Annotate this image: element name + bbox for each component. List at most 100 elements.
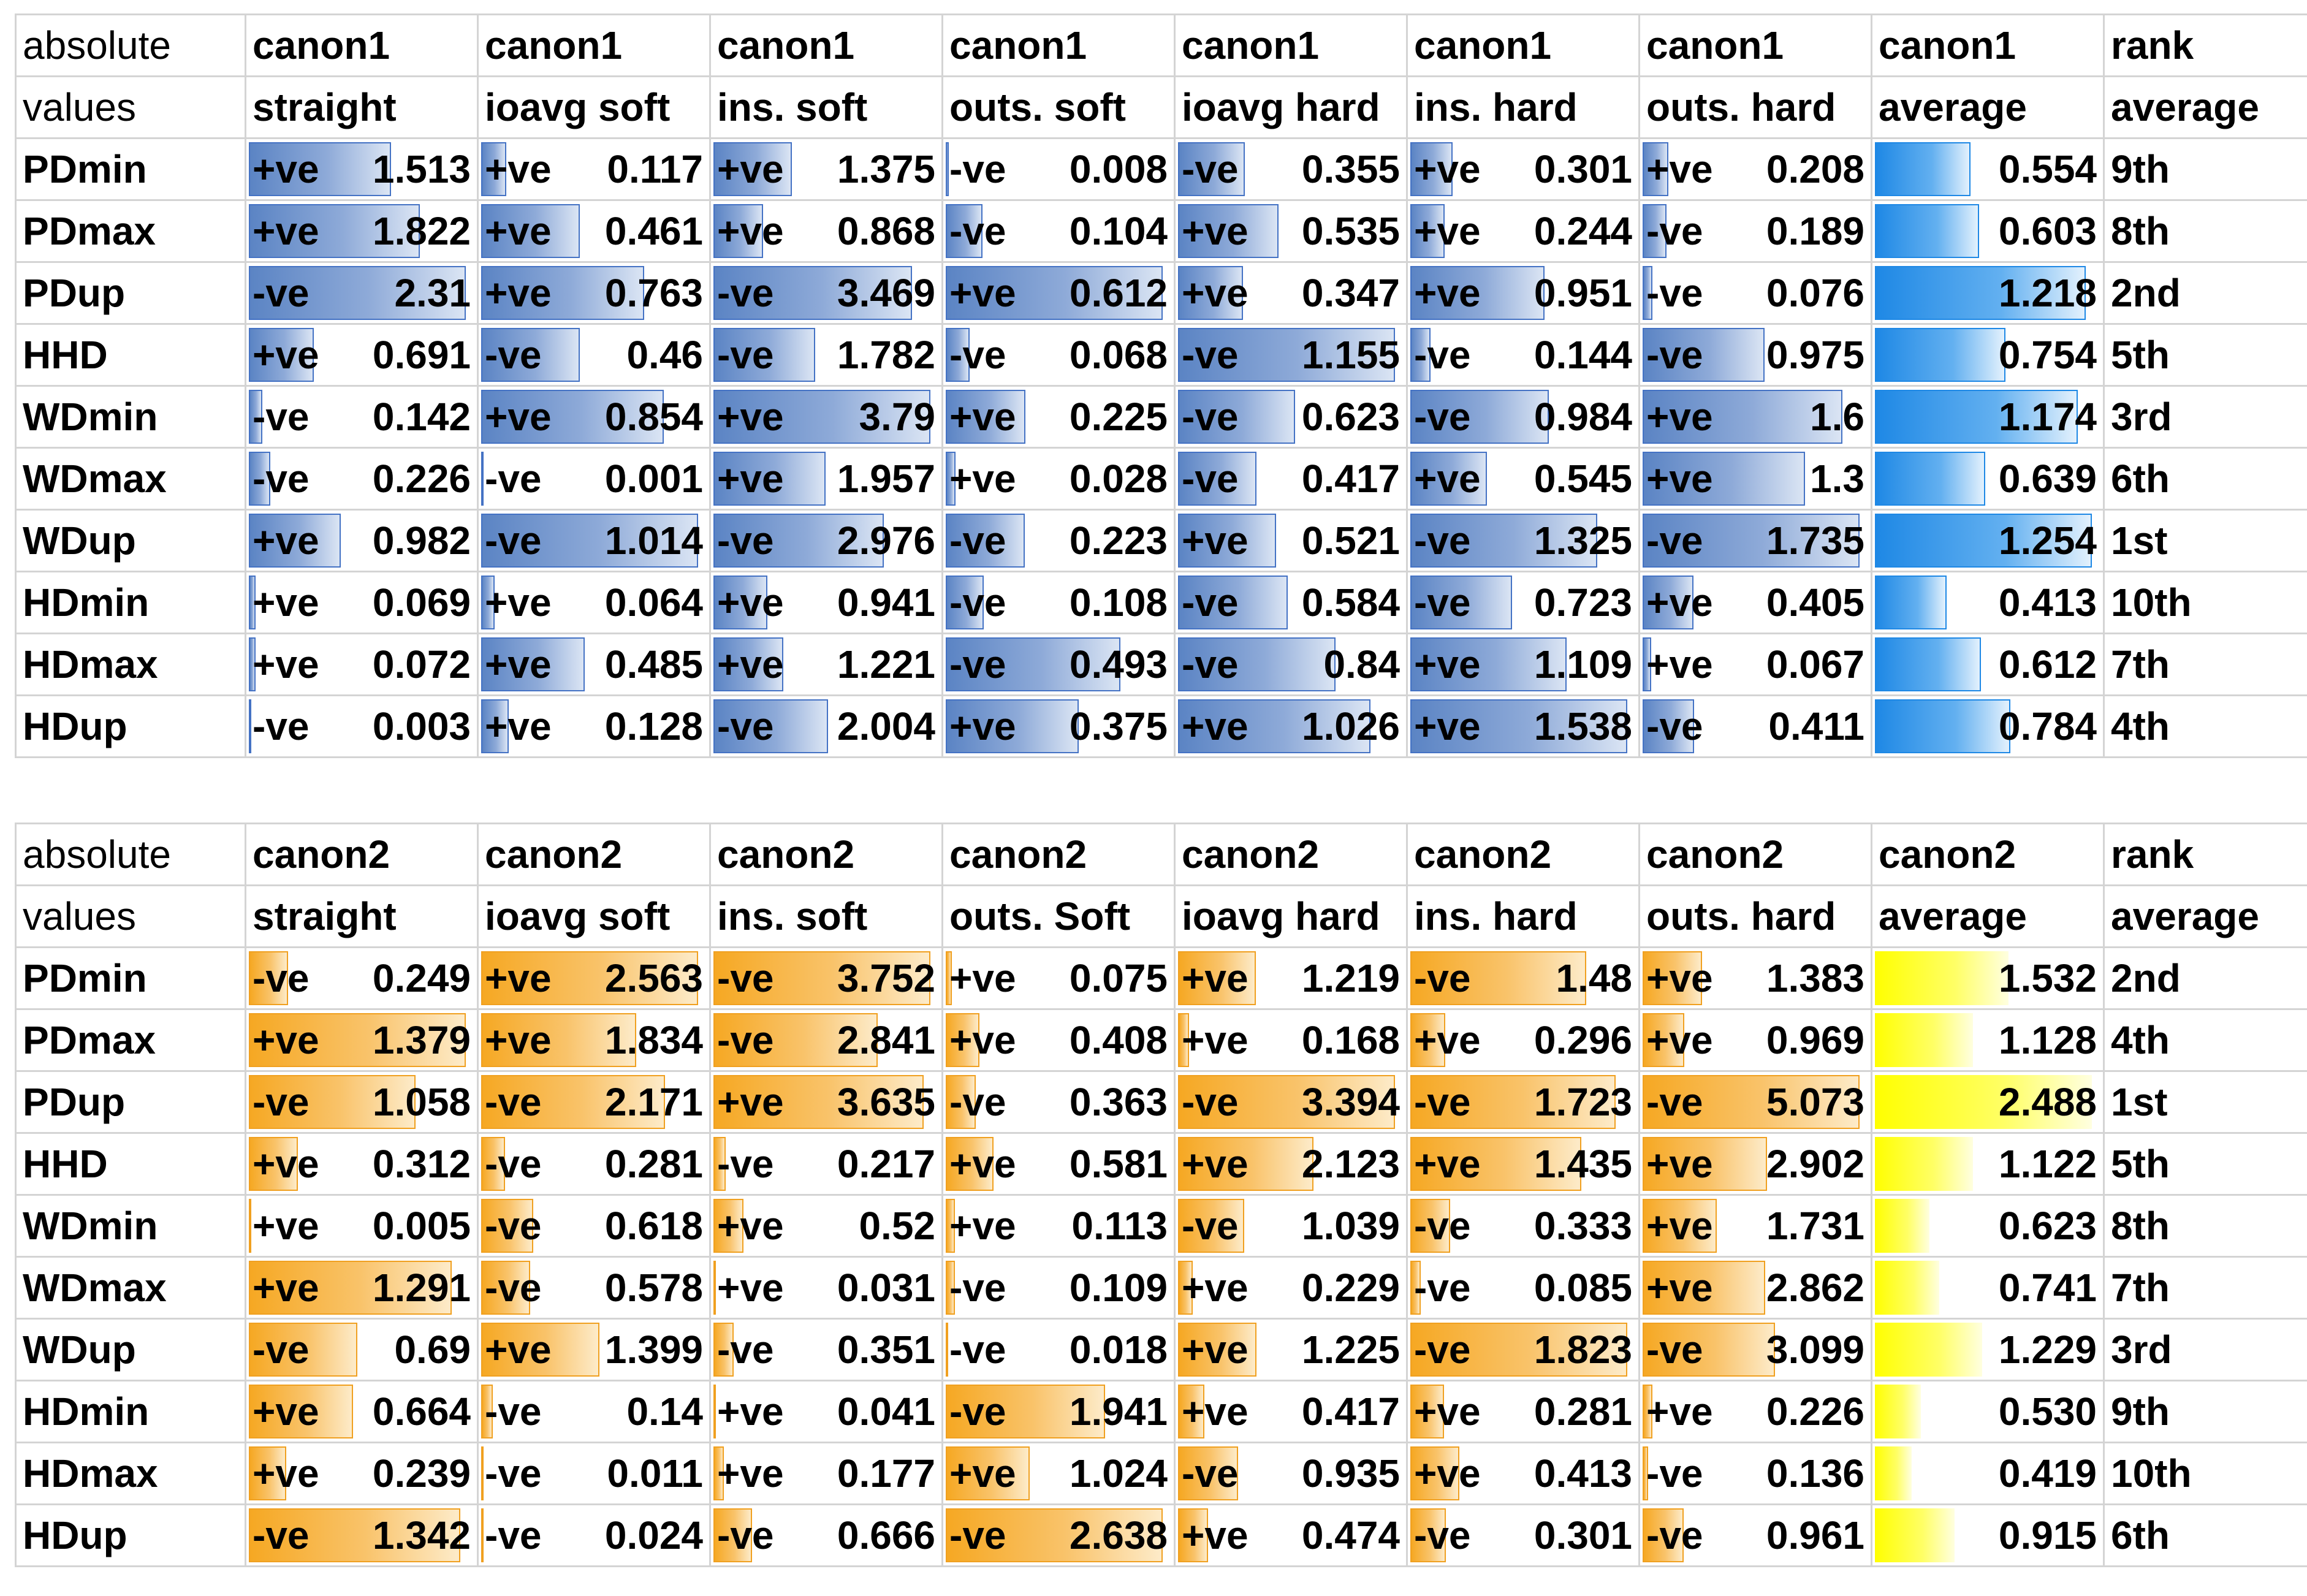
average-bar bbox=[1875, 266, 2086, 320]
row-label: HDup bbox=[15, 694, 246, 758]
column-header: canon1 bbox=[941, 13, 1176, 77]
column-header: canon1 bbox=[245, 13, 479, 77]
data-cell: +ve 0.52 bbox=[709, 1194, 943, 1258]
row-label: HHD bbox=[15, 323, 246, 387]
data-bar bbox=[1178, 1323, 1256, 1377]
data-bar bbox=[1410, 1137, 1581, 1191]
value-label: 0.168 bbox=[1301, 1018, 1400, 1062]
value-label: 0.854 bbox=[604, 395, 703, 439]
average-bar bbox=[1875, 1446, 1912, 1500]
data-cell: +ve 0.581 bbox=[941, 1132, 1176, 1196]
data-bar bbox=[946, 452, 956, 506]
data-cell: -ve 2.638 bbox=[941, 1503, 1176, 1567]
sign-label: -ve bbox=[1182, 147, 1239, 191]
sign-label: +ve bbox=[253, 1204, 319, 1248]
data-bar bbox=[481, 1075, 665, 1129]
data-bar bbox=[1178, 1385, 1205, 1438]
sign-label: +ve bbox=[949, 395, 1016, 439]
average-value: 0.419 bbox=[1998, 1451, 2097, 1495]
row-label: HHD bbox=[15, 1132, 246, 1196]
sign-label: +ve bbox=[253, 333, 319, 377]
data-cell: +ve 0.375 bbox=[941, 694, 1176, 758]
data-bar bbox=[713, 1261, 716, 1315]
sign-label: +ve bbox=[1646, 580, 1713, 625]
data-cell: +ve 0.005 bbox=[245, 1194, 479, 1258]
data-cell: -ve 0.975 bbox=[1638, 323, 1872, 387]
value-label: 1.538 bbox=[1534, 704, 1632, 748]
value-label: 1.723 bbox=[1534, 1080, 1632, 1124]
data-cell: -ve 2.841 bbox=[709, 1008, 943, 1072]
data-cell: -ve 3.469 bbox=[709, 261, 943, 325]
column-header: ioavg hard bbox=[1174, 884, 1408, 948]
data-bar bbox=[481, 1446, 484, 1500]
value-label: 0.085 bbox=[1534, 1266, 1632, 1310]
sign-label: -ve bbox=[1414, 1080, 1471, 1124]
column-header: rank bbox=[2103, 13, 2307, 77]
sign-label: +ve bbox=[1182, 1018, 1249, 1062]
data-cell: +ve 0.064 bbox=[477, 571, 711, 634]
data-bar bbox=[946, 637, 1121, 691]
value-label: 0.969 bbox=[1766, 1018, 1864, 1062]
value-label: 1.782 bbox=[837, 333, 935, 377]
average-value: 0.612 bbox=[1998, 642, 2097, 686]
data-bar bbox=[1410, 699, 1627, 753]
data-bar bbox=[1178, 637, 1336, 691]
data-cell: -ve 0.076 bbox=[1638, 261, 1872, 325]
value-label: 0.961 bbox=[1766, 1513, 1864, 1557]
data-cell: +ve 0.474 bbox=[1174, 1503, 1408, 1567]
data-bar bbox=[1643, 1137, 1767, 1191]
column-header: values bbox=[15, 75, 246, 139]
table-row: WDmax -ve 0.226 -ve 0.001 +ve 1.957 +ve 0.028 -ve… bbox=[15, 447, 2307, 511]
sign-label: -ve bbox=[485, 1080, 542, 1124]
sign-label: -ve bbox=[717, 1142, 774, 1186]
data-cell: -ve 2.004 bbox=[709, 694, 943, 758]
value-label: 0.041 bbox=[837, 1389, 935, 1434]
column-header: canon1 bbox=[1174, 13, 1408, 77]
sign-label: +ve bbox=[253, 1389, 319, 1434]
value-label: 5.073 bbox=[1766, 1080, 1864, 1124]
sign-label: -ve bbox=[1182, 580, 1239, 625]
column-header: average bbox=[1871, 884, 2105, 948]
data-cell: -ve 1.155 bbox=[1174, 323, 1408, 387]
table-row: WDup -ve 0.69 +ve 1.399 -ve 0.351 -ve 0.018 +ve 1.… bbox=[15, 1318, 2307, 1381]
average-value: 0.754 bbox=[1998, 333, 2097, 377]
value-label: 0.623 bbox=[1301, 395, 1400, 439]
data-cell: +ve 0.664 bbox=[245, 1380, 479, 1443]
data-cell: -ve 0.018 bbox=[941, 1318, 1176, 1381]
sign-label: -ve bbox=[485, 1142, 542, 1186]
sign-label: +ve bbox=[1182, 1266, 1249, 1310]
sign-label: +ve bbox=[949, 457, 1016, 501]
sign-label: +ve bbox=[485, 580, 552, 625]
value-label: 0.408 bbox=[1069, 1018, 1168, 1062]
average-bar bbox=[1875, 1013, 1974, 1067]
data-cell: +ve 0.485 bbox=[477, 633, 711, 696]
data-bar bbox=[1178, 204, 1279, 258]
average-bar bbox=[1875, 514, 2092, 568]
value-label: 1.155 bbox=[1301, 333, 1400, 377]
sign-label: +ve bbox=[1414, 209, 1481, 253]
rank-label: 10th bbox=[2103, 571, 2307, 634]
value-label: 0.474 bbox=[1301, 1513, 1400, 1557]
data-cell: +ve 0.301 bbox=[1406, 137, 1640, 201]
data-bar bbox=[249, 1323, 358, 1377]
data-bar bbox=[1410, 1385, 1444, 1438]
data-bar bbox=[1643, 1446, 1649, 1500]
data-bar bbox=[481, 452, 484, 506]
data-bar bbox=[1643, 328, 1765, 382]
sign-label: +ve bbox=[717, 457, 784, 501]
data-cell: -ve 0.935 bbox=[1174, 1442, 1408, 1505]
data-bar bbox=[713, 204, 764, 258]
column-header: absolute bbox=[15, 13, 246, 77]
sign-label: +ve bbox=[253, 580, 319, 625]
data-cell: -ve 0.363 bbox=[941, 1070, 1176, 1134]
row-label: PDmin bbox=[15, 137, 246, 201]
value-label: 0.142 bbox=[372, 395, 471, 439]
sign-label: -ve bbox=[1646, 1513, 1703, 1557]
table-row: PDmin +ve 1.513 +ve 0.117 +ve 1.375 -ve 0.008 -ve… bbox=[15, 137, 2307, 201]
data-cell: +ve 1.109 bbox=[1406, 633, 1640, 696]
sign-label: +ve bbox=[1646, 395, 1713, 439]
data-bar bbox=[946, 390, 1026, 444]
rank-label: 3rd bbox=[2103, 1318, 2307, 1381]
sign-label: +ve bbox=[485, 642, 552, 686]
data-bar bbox=[946, 951, 952, 1005]
